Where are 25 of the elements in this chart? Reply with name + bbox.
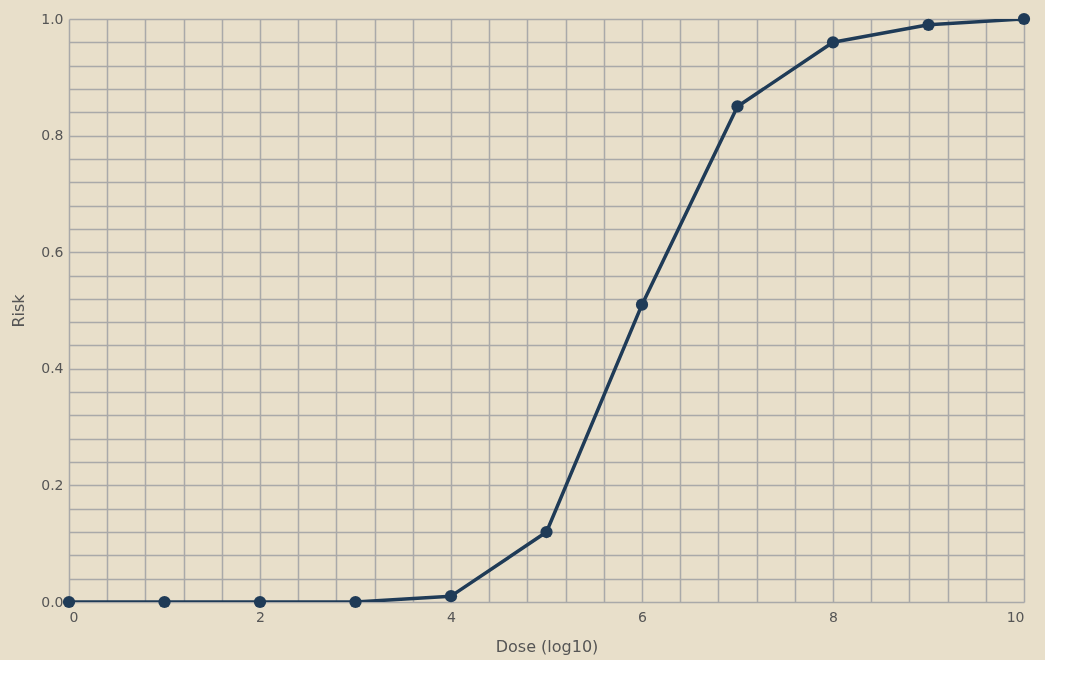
y-tick-label: 1.0 [41, 10, 64, 27]
point [158, 595, 171, 609]
y-tick-label: 0.2 [41, 476, 64, 493]
point [1017, 12, 1031, 26]
point [922, 18, 935, 31]
y-tick-label: 0.0 [41, 593, 64, 610]
point [444, 590, 458, 603]
y-tick-label: 0.6 [41, 243, 64, 260]
x-tick-label: 10 [1006, 608, 1025, 625]
point [253, 595, 267, 609]
point [540, 525, 553, 539]
point [731, 100, 744, 113]
point [62, 595, 76, 609]
x-tick-label: 8 [829, 608, 838, 625]
point [826, 36, 840, 49]
x-tick-label: 4 [447, 608, 457, 625]
y-axis-title: Risk [9, 293, 29, 328]
y-tick-label: 0.4 [41, 360, 64, 377]
x-axis-title: Dose (log10) [495, 636, 599, 656]
x-tick-label: 2 [256, 608, 265, 625]
y-tick-label: 0.8 [41, 127, 64, 144]
x-tick-label: 0 [69, 608, 79, 625]
x-tick-label: 6 [638, 608, 648, 625]
point [635, 298, 649, 311]
point [349, 595, 362, 609]
